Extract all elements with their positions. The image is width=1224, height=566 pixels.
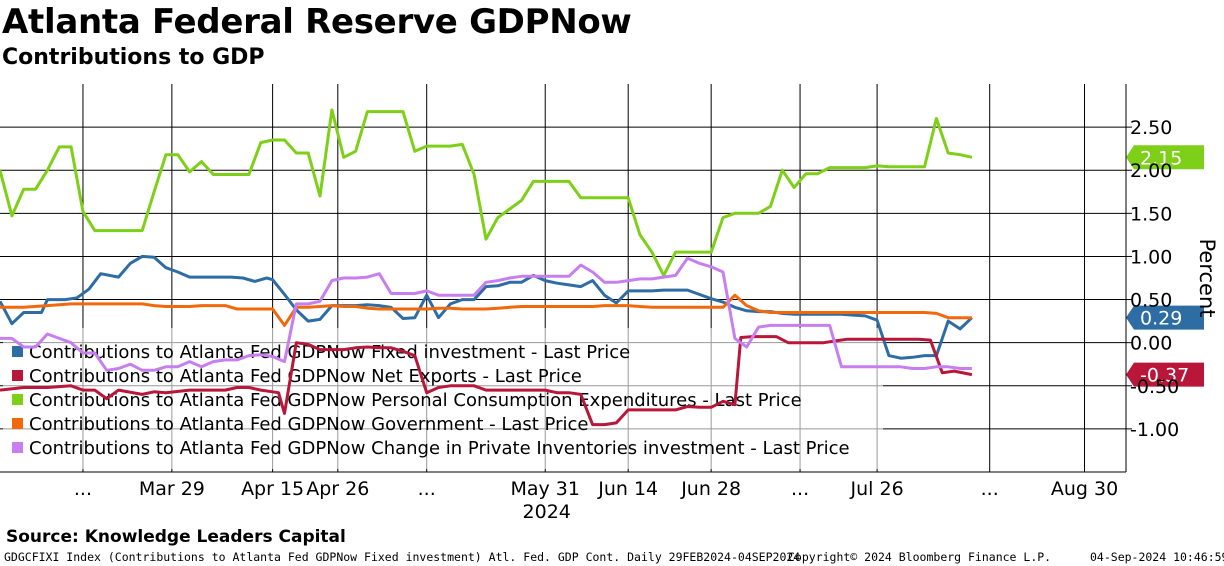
legend-entry: Contributions to Atlanta Fed GDPNow Net … (29, 366, 582, 387)
x-tick-label: Apr 15 (241, 478, 304, 500)
legend-entry: Contributions to Atlanta Fed GDPNow Gove… (29, 414, 588, 435)
x-tick-label: Apr 26 (306, 478, 369, 500)
y-tick-label: 0.50 (1130, 290, 1172, 312)
chart-area: Contributions to Atlanta Fed GDPNow Fixe… (0, 78, 1224, 526)
last-price-label: 2.15 (1140, 147, 1182, 169)
y-tick-label: 0.00 (1130, 333, 1172, 355)
last-price-label: 0.29 (1140, 308, 1182, 330)
x-tick-label: Jun 28 (680, 478, 741, 500)
legend-swatch (12, 442, 23, 453)
y-tick-label: 2.50 (1130, 117, 1172, 139)
last-price-label: -0.37 (1140, 365, 1189, 387)
x-tick-label: ... (791, 478, 809, 500)
source-note: Source: Knowledge Leaders Capital (6, 527, 346, 547)
series-line (0, 335, 973, 427)
footer-copyright: Copyright© 2024 Bloomberg Finance L.P. (788, 550, 1052, 564)
legend-swatch (12, 418, 23, 429)
legend-swatch (12, 346, 23, 357)
chart-subtitle: Contributions to GDP (2, 45, 265, 70)
x-tick-label: ... (418, 478, 436, 500)
last-price-tag (1126, 145, 1204, 170)
y-tick-label: 1.50 (1130, 203, 1172, 225)
x-tick-label: Mar 29 (139, 478, 205, 500)
series-line (0, 108, 973, 277)
footer-index-info: GDGCFIXI Index (Contributions to Atlanta… (4, 550, 801, 564)
last-price-tag (1126, 362, 1204, 387)
legend-swatch (12, 370, 23, 381)
series-line (0, 293, 972, 327)
x-tick-label: Jun 14 (597, 478, 658, 500)
x-tick-label: ... (74, 478, 92, 500)
y-tick-label: 2.00 (1130, 160, 1172, 182)
y-tick-label: -0.50 (1130, 376, 1179, 398)
legend-entry: Contributions to Atlanta Fed GDPNow Pers… (29, 390, 802, 411)
x-tick-label: Aug 30 (1051, 478, 1118, 500)
y-tick-label: -1.00 (1130, 419, 1179, 441)
x-tick-label: Jul 26 (850, 478, 904, 500)
legend-entry: Contributions to Atlanta Fed GDPNow Fixe… (29, 342, 630, 363)
legend-entry: Contributions to Atlanta Fed GDPNow Chan… (29, 438, 850, 459)
series-line (0, 254, 973, 360)
y-tick-label: 1.00 (1130, 246, 1172, 268)
last-price-tag (1126, 305, 1204, 330)
legend-swatch (12, 394, 23, 405)
chart-title: Atlanta Federal Reserve GDPNow (2, 2, 632, 42)
series-line (0, 256, 972, 372)
y-axis-label: Percent (1195, 238, 1219, 317)
x-tick-label: ... (981, 478, 999, 500)
x-tick-label: May 31 (510, 478, 580, 500)
footer-timestamp: 04-Sep-2024 10:46:59 (1090, 550, 1224, 564)
x-axis-year-label: 2024 (523, 501, 571, 523)
